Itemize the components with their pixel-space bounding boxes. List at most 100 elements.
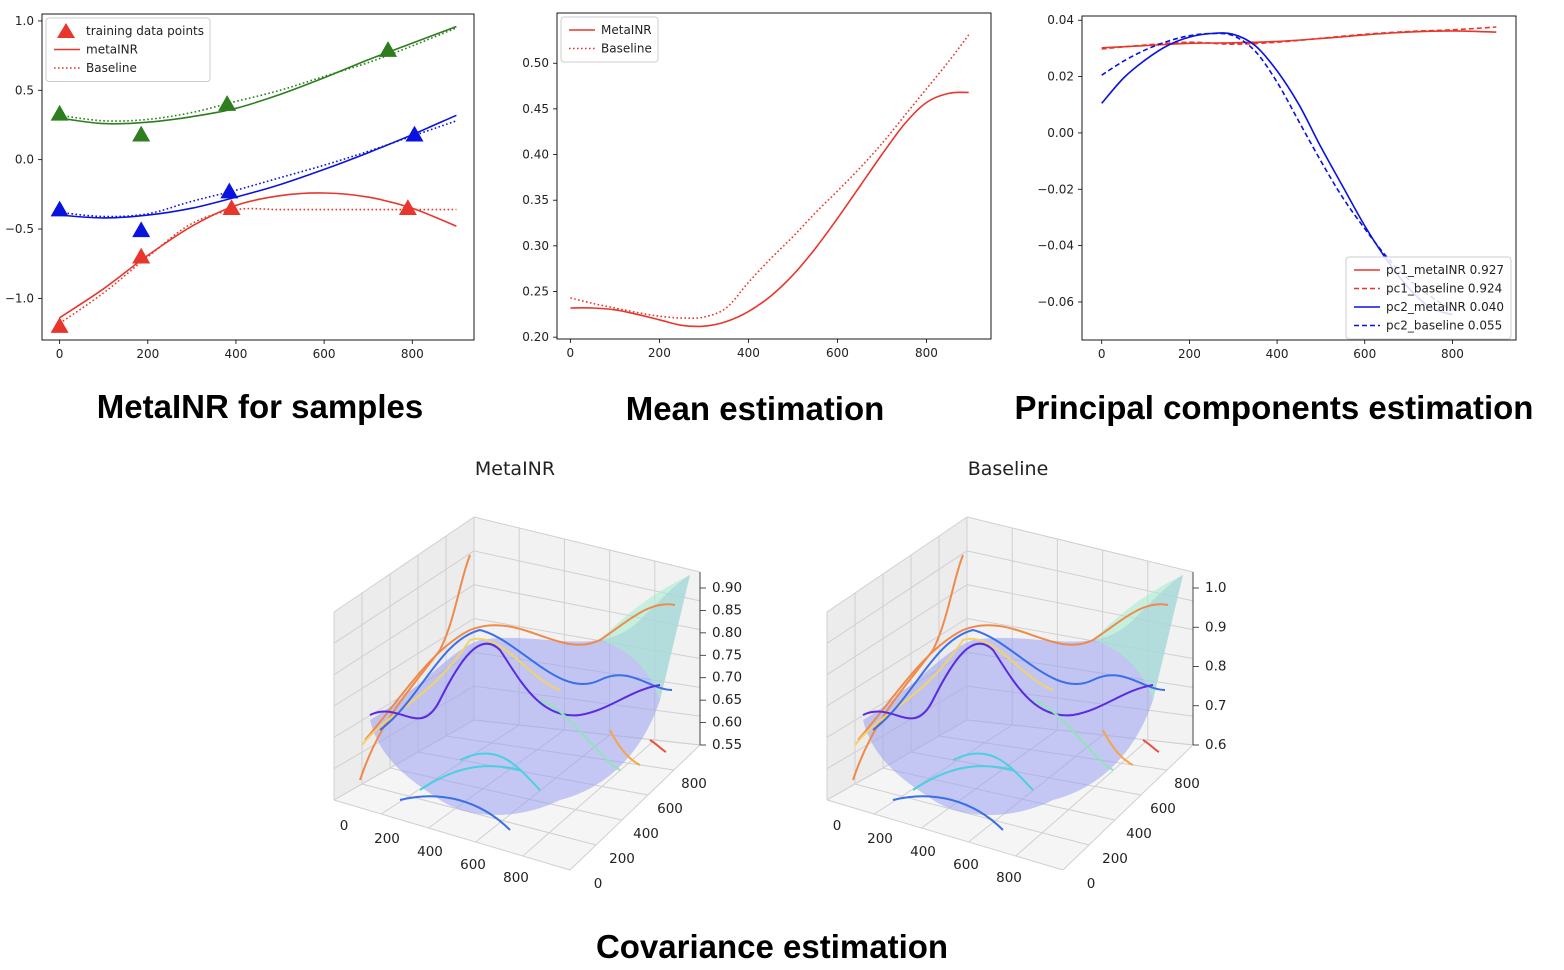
covariance-curve bbox=[364, 603, 676, 741]
chart-cov_meta: MetaINR 0 200 400 600 800 0 200 400 600 800 0.55 0.6… bbox=[333, 458, 742, 892]
axes-frame bbox=[41, 13, 475, 341]
y-tick-label: 600 bbox=[1150, 801, 1176, 817]
legend-label: pc2_baseline 0.055 bbox=[1386, 319, 1502, 333]
y-tick-label: −0.5 bbox=[5, 222, 34, 236]
covariance-curve bbox=[649, 739, 667, 753]
y-tick-label: 400 bbox=[1126, 826, 1152, 842]
data-point-blue bbox=[132, 221, 151, 238]
y-tick-label: −0.04 bbox=[1037, 239, 1074, 253]
data-point-red bbox=[50, 317, 69, 333]
covariance-curve bbox=[852, 554, 964, 781]
y-tick-label: 0.45 bbox=[522, 102, 549, 116]
caption-covariance: Covariance estimation bbox=[595, 928, 949, 965]
y-tick-label: 800 bbox=[681, 776, 707, 792]
z-tick-label: 0.70 bbox=[712, 670, 742, 686]
y-tick-label: −0.02 bbox=[1037, 182, 1074, 196]
axes-frame bbox=[556, 12, 992, 340]
covariance-curve bbox=[361, 637, 561, 746]
legend-label: pc2_metaINR 0.040 bbox=[1386, 300, 1504, 314]
covariance-curve bbox=[369, 642, 661, 720]
z-tick-label: 0.55 bbox=[712, 737, 742, 753]
x-tick-label: 200 bbox=[1178, 347, 1201, 361]
z-tick-label: 1.0 bbox=[1205, 580, 1226, 596]
data-point-green bbox=[50, 104, 69, 121]
z-tick-label: 0.6 bbox=[1205, 737, 1226, 753]
legend-label: Baseline bbox=[86, 61, 137, 75]
data-point-blue bbox=[405, 125, 424, 142]
series-line-blue-metaINR bbox=[59, 114, 457, 219]
series-line-pc1_metaINR bbox=[1101, 30, 1497, 49]
chart-title: MetaINR bbox=[475, 458, 555, 480]
legend-label: Baseline bbox=[601, 42, 652, 56]
y-tick-label: 0.40 bbox=[522, 148, 549, 162]
z-tick-label: 0.65 bbox=[712, 692, 742, 708]
chart-title: Baseline bbox=[968, 458, 1049, 480]
legend-box bbox=[560, 16, 659, 63]
data-point-red bbox=[398, 199, 417, 215]
covariance-surface bbox=[863, 575, 1183, 815]
x-tick-label: 600 bbox=[1353, 347, 1376, 361]
chart-mean: 0 200 400 600 800 0.20 0.25 0.30 0.35 0.40 0.45 0.5… bbox=[522, 12, 992, 360]
x-tick-label: 200 bbox=[648, 346, 671, 360]
series-line-pc1_baseline bbox=[1101, 26, 1497, 50]
covariance-curve bbox=[912, 765, 1014, 791]
y-tick-label: 0.50 bbox=[522, 56, 549, 70]
covariance-curve bbox=[892, 795, 1004, 831]
legend-label: metaINR bbox=[86, 43, 138, 57]
y-tick-label: −0.06 bbox=[1037, 295, 1074, 309]
data-point-green bbox=[132, 125, 151, 142]
covariance-curve bbox=[857, 603, 1169, 741]
caption-pc: Principal components estimation bbox=[1014, 389, 1534, 426]
z-tick-label: 0.9 bbox=[1205, 619, 1226, 635]
data-point-blue bbox=[220, 182, 239, 199]
legend-label: training data points bbox=[86, 24, 204, 38]
covariance-curve bbox=[419, 765, 521, 791]
covariance-curve bbox=[872, 628, 1166, 731]
chart-cov_base: Baseline 0 200 400 600 800 0 200 400 600 800 0.6 0.7… bbox=[826, 458, 1226, 892]
z-tick-label: 0.8 bbox=[1205, 659, 1226, 675]
x-tick-label: 800 bbox=[996, 870, 1022, 886]
x-tick-label: 200 bbox=[867, 831, 893, 847]
caption-mean: Mean estimation bbox=[625, 390, 885, 427]
x-tick-label: 0 bbox=[833, 818, 842, 834]
covariance-curve bbox=[539, 699, 621, 771]
y-tick-label: 0.5 bbox=[15, 83, 34, 97]
x-tick-label: 600 bbox=[953, 857, 979, 873]
x-tick-label: 0 bbox=[56, 347, 64, 361]
chart-pc: 0 200 400 600 800 −0.06 −0.04 −0.02 0.00 0.02 0.04… bbox=[1037, 13, 1517, 361]
y-tick-label: 0.04 bbox=[1047, 13, 1074, 27]
covariance-curve bbox=[952, 752, 1034, 791]
y-tick-label: 1.0 bbox=[15, 14, 34, 28]
axes-frame bbox=[1081, 15, 1517, 341]
y-tick-label: 0.35 bbox=[522, 193, 549, 207]
covariance-curve bbox=[862, 642, 1154, 720]
z-tick-label: 0.80 bbox=[712, 625, 742, 641]
z-tick-label: 0.60 bbox=[712, 715, 742, 731]
y-tick-label: 0.20 bbox=[522, 330, 549, 344]
series-line-blue-baseline bbox=[59, 120, 457, 218]
covariance-curve bbox=[459, 752, 541, 791]
legend-box bbox=[45, 17, 211, 82]
legend-label: pc1_baseline 0.924 bbox=[1386, 282, 1502, 296]
data-point-red bbox=[222, 199, 241, 215]
y-tick-label: 0.02 bbox=[1047, 70, 1074, 84]
y-tick-label: 200 bbox=[1102, 851, 1128, 867]
y-tick-label: 0.0 bbox=[15, 153, 34, 167]
y-tick-label: 0 bbox=[594, 876, 603, 892]
y-tick-label: 0 bbox=[1087, 876, 1096, 892]
covariance-curve bbox=[359, 554, 471, 781]
y-tick-label: 0.00 bbox=[1047, 126, 1074, 140]
covariance-curve bbox=[1142, 739, 1160, 753]
x-tick-label: 200 bbox=[374, 831, 400, 847]
plot-area bbox=[570, 34, 970, 328]
covariance-curve bbox=[379, 628, 673, 731]
data-point-red bbox=[132, 247, 151, 264]
y-tick-label: 0.30 bbox=[522, 239, 549, 253]
x-tick-label: 0 bbox=[1098, 347, 1106, 361]
x-tick-label: 800 bbox=[1441, 347, 1464, 361]
x-tick-label: 200 bbox=[136, 347, 159, 361]
series-line-red-baseline bbox=[59, 207, 457, 325]
surface-highlight bbox=[1093, 575, 1183, 700]
z-tick-label: 0.85 bbox=[712, 602, 742, 618]
